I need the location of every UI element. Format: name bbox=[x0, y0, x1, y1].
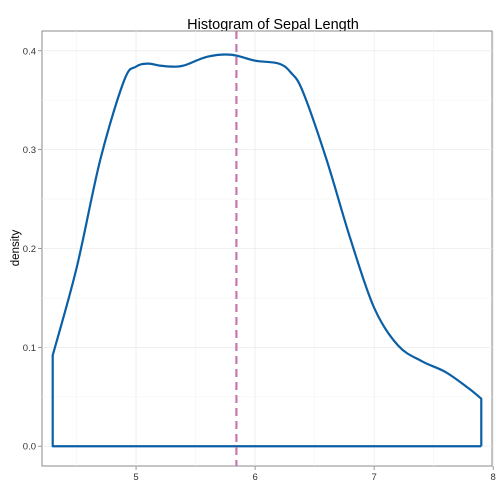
y-tick-label: 0.3 bbox=[23, 145, 36, 156]
y-axis-label: density bbox=[10, 230, 22, 267]
x-tick-label: 5 bbox=[133, 472, 138, 483]
x-tick-label: 8 bbox=[491, 472, 496, 483]
x-tick-label: 7 bbox=[371, 472, 376, 483]
chart-title: Histogram of Sepal Length bbox=[187, 17, 359, 33]
x-tick-label: 6 bbox=[252, 472, 257, 483]
x-axis: 5 6 7 8 bbox=[133, 466, 496, 483]
y-tick-label: 0.1 bbox=[23, 343, 36, 354]
y-tick-label: 0.2 bbox=[23, 244, 36, 255]
y-axis: 0.0 0.1 0.2 0.3 0.4 bbox=[23, 46, 42, 453]
y-tick-label: 0.0 bbox=[23, 442, 36, 453]
density-curve bbox=[51, 53, 483, 448]
y-tick-label: 0.4 bbox=[23, 46, 36, 57]
